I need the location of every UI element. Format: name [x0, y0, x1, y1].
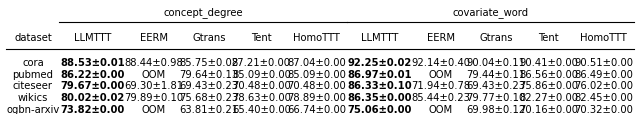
Text: 69.98±0.12: 69.98±0.12 [467, 105, 525, 114]
Text: 88.53±0.01: 88.53±0.01 [60, 57, 125, 67]
Text: OOM: OOM [141, 105, 166, 114]
Text: 85.09±0.00: 85.09±0.00 [232, 69, 291, 79]
Text: 78.63±0.00: 78.63±0.00 [232, 93, 291, 103]
Text: 86.33±0.10: 86.33±0.10 [348, 81, 412, 91]
Text: 82.45±0.00: 82.45±0.00 [574, 93, 633, 103]
Text: 73.82±0.00: 73.82±0.00 [61, 105, 125, 114]
Text: 69.30±1.81: 69.30±1.81 [124, 81, 183, 91]
Text: Gtrans: Gtrans [192, 32, 226, 42]
Text: pubmed: pubmed [12, 69, 53, 79]
Text: 78.89±0.00: 78.89±0.00 [287, 93, 346, 103]
Text: dataset: dataset [14, 32, 52, 42]
Text: HomoTTT: HomoTTT [293, 32, 340, 42]
Text: Tent: Tent [538, 32, 559, 42]
Text: 70.32±0.00: 70.32±0.00 [574, 105, 633, 114]
Text: cora: cora [22, 57, 44, 67]
Text: Gtrans: Gtrans [479, 32, 513, 42]
Text: 75.86±0.00: 75.86±0.00 [519, 81, 578, 91]
Text: 79.77±0.10: 79.77±0.10 [467, 93, 525, 103]
Text: EERM: EERM [427, 32, 454, 42]
Text: 85.75±0.02: 85.75±0.02 [179, 57, 239, 67]
Text: 66.74±0.00: 66.74±0.00 [287, 105, 346, 114]
Text: 85.44±0.23: 85.44±0.23 [412, 93, 470, 103]
Text: 90.04±0.11: 90.04±0.11 [467, 57, 525, 67]
Text: 85.09±0.00: 85.09±0.00 [287, 69, 346, 79]
Text: 65.40±0.00: 65.40±0.00 [232, 105, 291, 114]
Text: 69.43±0.23: 69.43±0.23 [467, 81, 525, 91]
Text: citeseer: citeseer [13, 81, 53, 91]
Text: 92.14±0.40: 92.14±0.40 [412, 57, 470, 67]
Text: 86.97±0.01: 86.97±0.01 [348, 69, 412, 79]
Text: 79.89±0.10: 79.89±0.10 [124, 93, 183, 103]
Text: 80.02±0.02: 80.02±0.02 [61, 93, 125, 103]
Text: 69.43±0.23: 69.43±0.23 [179, 81, 239, 91]
Text: HomoTTT: HomoTTT [580, 32, 627, 42]
Text: OOM: OOM [141, 69, 166, 79]
Text: 70.48±0.00: 70.48±0.00 [287, 81, 346, 91]
Text: 70.16±0.00: 70.16±0.00 [519, 105, 578, 114]
Text: 79.44±0.11: 79.44±0.11 [467, 69, 525, 79]
Text: 63.81±0.21: 63.81±0.21 [179, 105, 239, 114]
Text: 90.41±0.00: 90.41±0.00 [519, 57, 578, 67]
Text: LLMTTT: LLMTTT [361, 32, 399, 42]
Text: EERM: EERM [140, 32, 168, 42]
Text: 75.68±0.23: 75.68±0.23 [179, 93, 239, 103]
Text: 87.21±0.00: 87.21±0.00 [232, 57, 291, 67]
Text: Tent: Tent [251, 32, 271, 42]
Text: wikics: wikics [18, 93, 48, 103]
Text: 82.27±0.00: 82.27±0.00 [519, 93, 578, 103]
Text: 79.64±0.13: 79.64±0.13 [179, 69, 239, 79]
Text: concept_degree: concept_degree [163, 7, 243, 18]
Text: 70.48±0.00: 70.48±0.00 [232, 81, 291, 91]
Text: 87.04±0.00: 87.04±0.00 [287, 57, 346, 67]
Text: 75.06±0.00: 75.06±0.00 [348, 105, 412, 114]
Text: 86.35±0.00: 86.35±0.00 [348, 93, 412, 103]
Text: covariate_word: covariate_word [452, 7, 528, 18]
Text: 86.22±0.00: 86.22±0.00 [61, 69, 125, 79]
Text: 79.67±0.00: 79.67±0.00 [61, 81, 125, 91]
Text: 71.94±0.78: 71.94±0.78 [411, 81, 470, 91]
Text: 90.51±0.00: 90.51±0.00 [574, 57, 633, 67]
Text: OOM: OOM [429, 69, 452, 79]
Text: ogbn-arxiv: ogbn-arxiv [6, 105, 60, 114]
Text: LLMTTT: LLMTTT [74, 32, 111, 42]
Text: 86.49±0.00: 86.49±0.00 [574, 69, 633, 79]
Text: OOM: OOM [429, 105, 452, 114]
Text: 86.56±0.00: 86.56±0.00 [519, 69, 578, 79]
Text: 92.25±0.02: 92.25±0.02 [348, 57, 412, 67]
Text: 76.02±0.00: 76.02±0.00 [574, 81, 633, 91]
Text: 88.44±0.98: 88.44±0.98 [124, 57, 183, 67]
